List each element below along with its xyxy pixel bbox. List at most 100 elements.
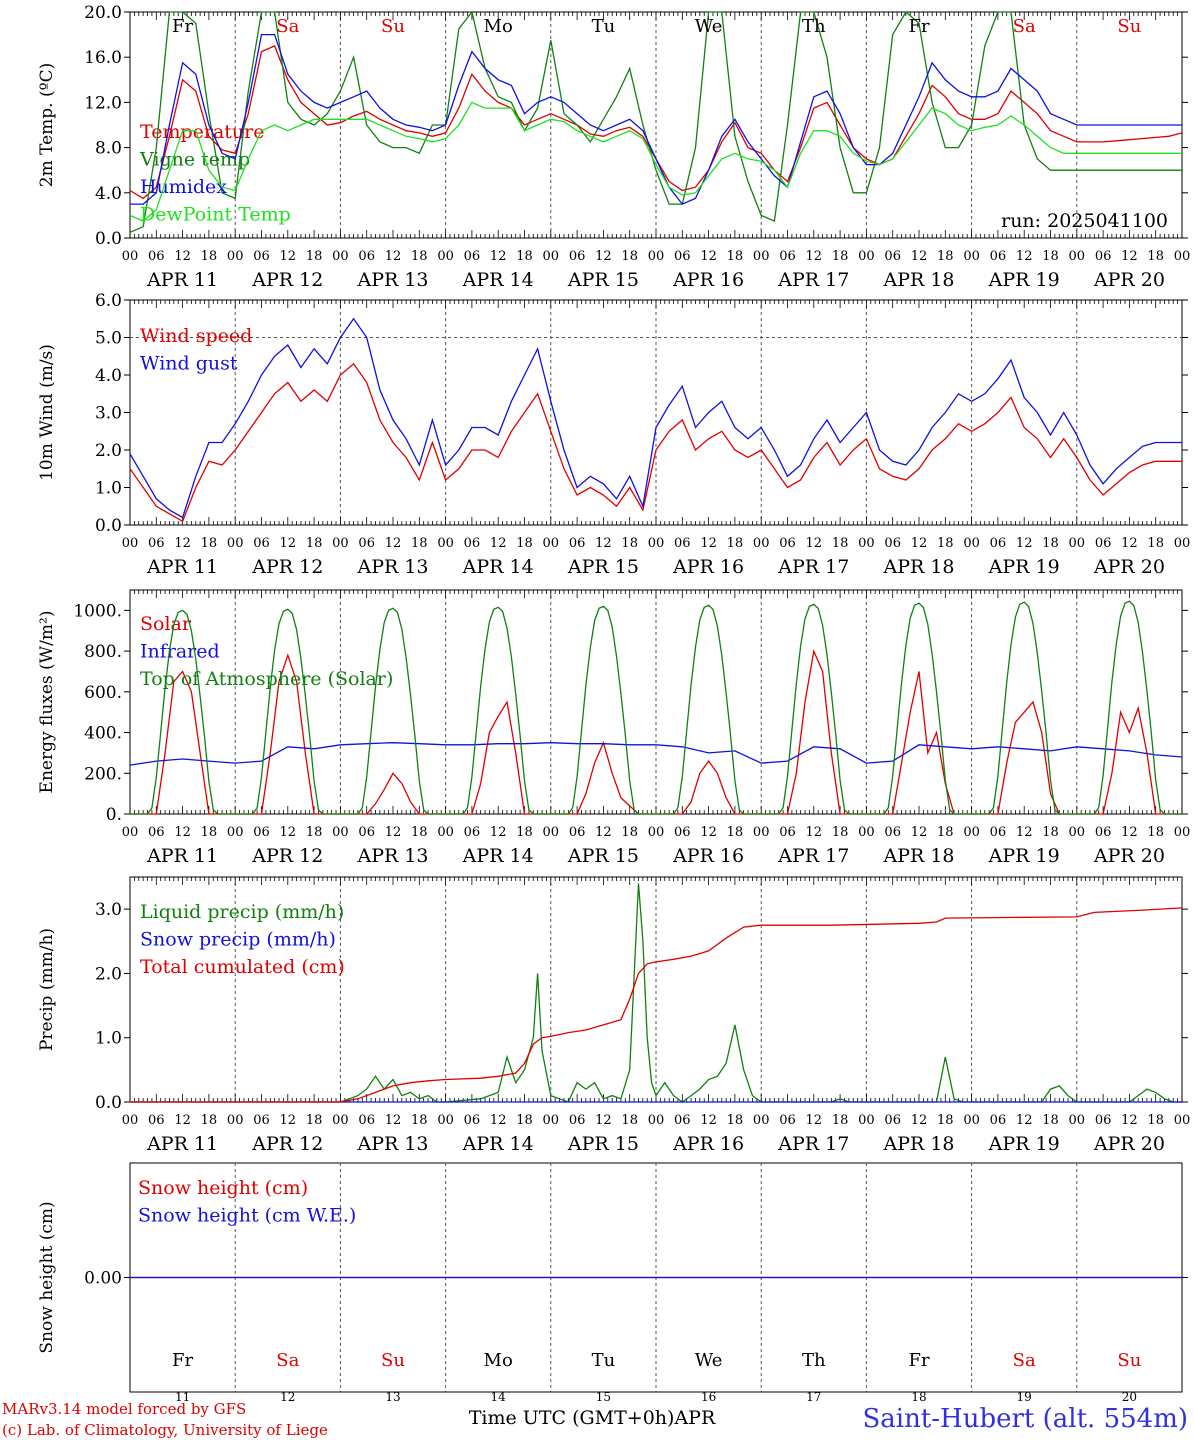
hour-tick-label: 12 — [490, 1113, 507, 1128]
hour-tick-label: 12 — [1121, 536, 1138, 551]
day-label: APR 12 — [251, 269, 323, 291]
day-label: APR 17 — [777, 556, 849, 578]
hour-tick-label: 18 — [727, 249, 744, 264]
day-label: APR 19 — [988, 269, 1060, 291]
panel-4: 0.0 1.0 2.0 3.0 Precip (mm/h) Liquid precip (… — [37, 876, 1190, 1155]
weekday-label: Fr — [908, 1350, 929, 1371]
hour-tick-label: 00 — [753, 536, 770, 551]
y-tick-label: 6.0 — [95, 291, 122, 311]
y-tick-label: 4.0 — [95, 184, 122, 204]
hour-tick-label: 06 — [464, 249, 481, 264]
y-axis-label: 10m Wind (m/s) — [37, 344, 57, 481]
hour-tick-label: 18 — [727, 1113, 744, 1128]
hour-tick-label: 18 — [306, 1113, 323, 1128]
hour-tick-label: 12 — [1121, 825, 1138, 840]
footer-axis-label: Time UTC (GMT+0h)APR — [469, 1407, 716, 1429]
hour-tick-label: 00 — [1174, 249, 1191, 264]
hour-tick-label: 06 — [253, 249, 270, 264]
y-tick-label: 2.0 — [95, 441, 122, 461]
hour-tick-label: 18 — [306, 825, 323, 840]
day-label: APR 16 — [672, 1133, 744, 1155]
day-number-label: 12 — [280, 1390, 295, 1404]
day-number-label: 19 — [1017, 1390, 1032, 1404]
day-label: APR 18 — [882, 845, 954, 867]
hour-tick-label: 00 — [543, 1113, 560, 1128]
hour-tick-label: 00 — [1069, 825, 1086, 840]
hour-tick-label: 06 — [990, 249, 1007, 264]
hour-tick-label: 00 — [648, 249, 665, 264]
weekday-label: Th — [802, 16, 826, 37]
hour-tick-label: 00 — [332, 536, 349, 551]
hour-tick-label: 06 — [884, 825, 901, 840]
hour-tick-label: 18 — [411, 249, 428, 264]
series-line — [130, 600, 1182, 815]
weekday-label: Tu — [592, 16, 616, 37]
y-tick-label: 0.00 — [84, 1269, 122, 1289]
y-tick-label: 400. — [84, 724, 122, 744]
weekday-label: Su — [1117, 1350, 1141, 1371]
hour-tick-label: 06 — [253, 825, 270, 840]
hour-tick-label: 12 — [1121, 1113, 1138, 1128]
hour-tick-label: 06 — [779, 536, 796, 551]
panel-5: 0.00 Snow height (cm) Snow height (cm) Snow… — [37, 1162, 1188, 1404]
hour-tick-label: 18 — [306, 536, 323, 551]
hour-tick-label: 00 — [1069, 249, 1086, 264]
hour-tick-label: 12 — [385, 1113, 402, 1128]
hour-tick-label: 18 — [621, 249, 638, 264]
series-line — [129, 10, 1182, 233]
weekday-label: Sa — [1013, 16, 1036, 37]
hour-tick-label: 00 — [963, 249, 980, 264]
hour-tick-label: 18 — [516, 249, 533, 264]
hour-tick-label: 06 — [148, 536, 165, 551]
y-tick-label: 1000. — [73, 601, 122, 621]
hour-tick-label: 12 — [806, 249, 823, 264]
weekday-label: Su — [1117, 16, 1141, 37]
hour-tick-label: 00 — [332, 825, 349, 840]
hour-tick-label: 06 — [569, 249, 586, 264]
day-label: APR 19 — [988, 556, 1060, 578]
hour-tick-label: 12 — [1016, 1113, 1033, 1128]
day-number-label: 14 — [491, 1390, 507, 1404]
y-tick-label: 5.0 — [95, 329, 122, 349]
hour-tick-label: 00 — [1174, 536, 1191, 551]
hour-tick-label: 00 — [858, 1113, 875, 1128]
day-number-label: 20 — [1122, 1390, 1137, 1404]
hour-tick-label: 00 — [858, 825, 875, 840]
hour-tick-label: 06 — [358, 825, 375, 840]
legend-entry: Wind speed — [140, 325, 252, 347]
y-tick-label: 3.0 — [95, 900, 122, 920]
y-axis-label: Precip (mm/h) — [37, 928, 57, 1051]
hour-tick-label: 12 — [1016, 536, 1033, 551]
y-tick-label: 12.0 — [84, 93, 122, 113]
hour-tick-label: 18 — [201, 536, 218, 551]
y-tick-label: 3.0 — [95, 404, 122, 424]
y-axis-label: 2m Temp. (ºC) — [37, 63, 57, 188]
day-label: APR 12 — [251, 556, 323, 578]
hour-tick-label: 00 — [227, 249, 244, 264]
run-label: run: 2025041100 — [1001, 210, 1168, 232]
hour-tick-label: 18 — [937, 536, 954, 551]
y-tick-label: 0.0 — [95, 516, 122, 536]
hour-tick-label: 12 — [1016, 249, 1033, 264]
hour-tick-label: 06 — [1095, 249, 1112, 264]
day-label: APR 11 — [146, 556, 218, 578]
hour-tick-label: 18 — [727, 536, 744, 551]
weekday-label: Mo — [484, 1350, 513, 1371]
day-label: APR 13 — [356, 1133, 428, 1155]
legend-entry: Wind gust — [140, 353, 238, 375]
day-label: APR 16 — [672, 845, 744, 867]
weekday-label: Mo — [484, 16, 513, 37]
hour-tick-label: 18 — [1042, 1113, 1059, 1128]
day-label: APR 18 — [882, 556, 954, 578]
y-tick-label: 4.0 — [95, 366, 122, 386]
hour-tick-label: 18 — [832, 825, 849, 840]
hour-tick-label: 06 — [1095, 825, 1112, 840]
hour-tick-label: 18 — [306, 249, 323, 264]
hour-tick-label: 18 — [201, 249, 218, 264]
legend-entry: Total cumulated (cm) — [140, 956, 345, 978]
hour-tick-label: 12 — [806, 1113, 823, 1128]
series-line — [129, 317, 1182, 519]
legend-entry: Temperature — [140, 121, 264, 143]
y-tick-label: 0. — [106, 805, 122, 825]
